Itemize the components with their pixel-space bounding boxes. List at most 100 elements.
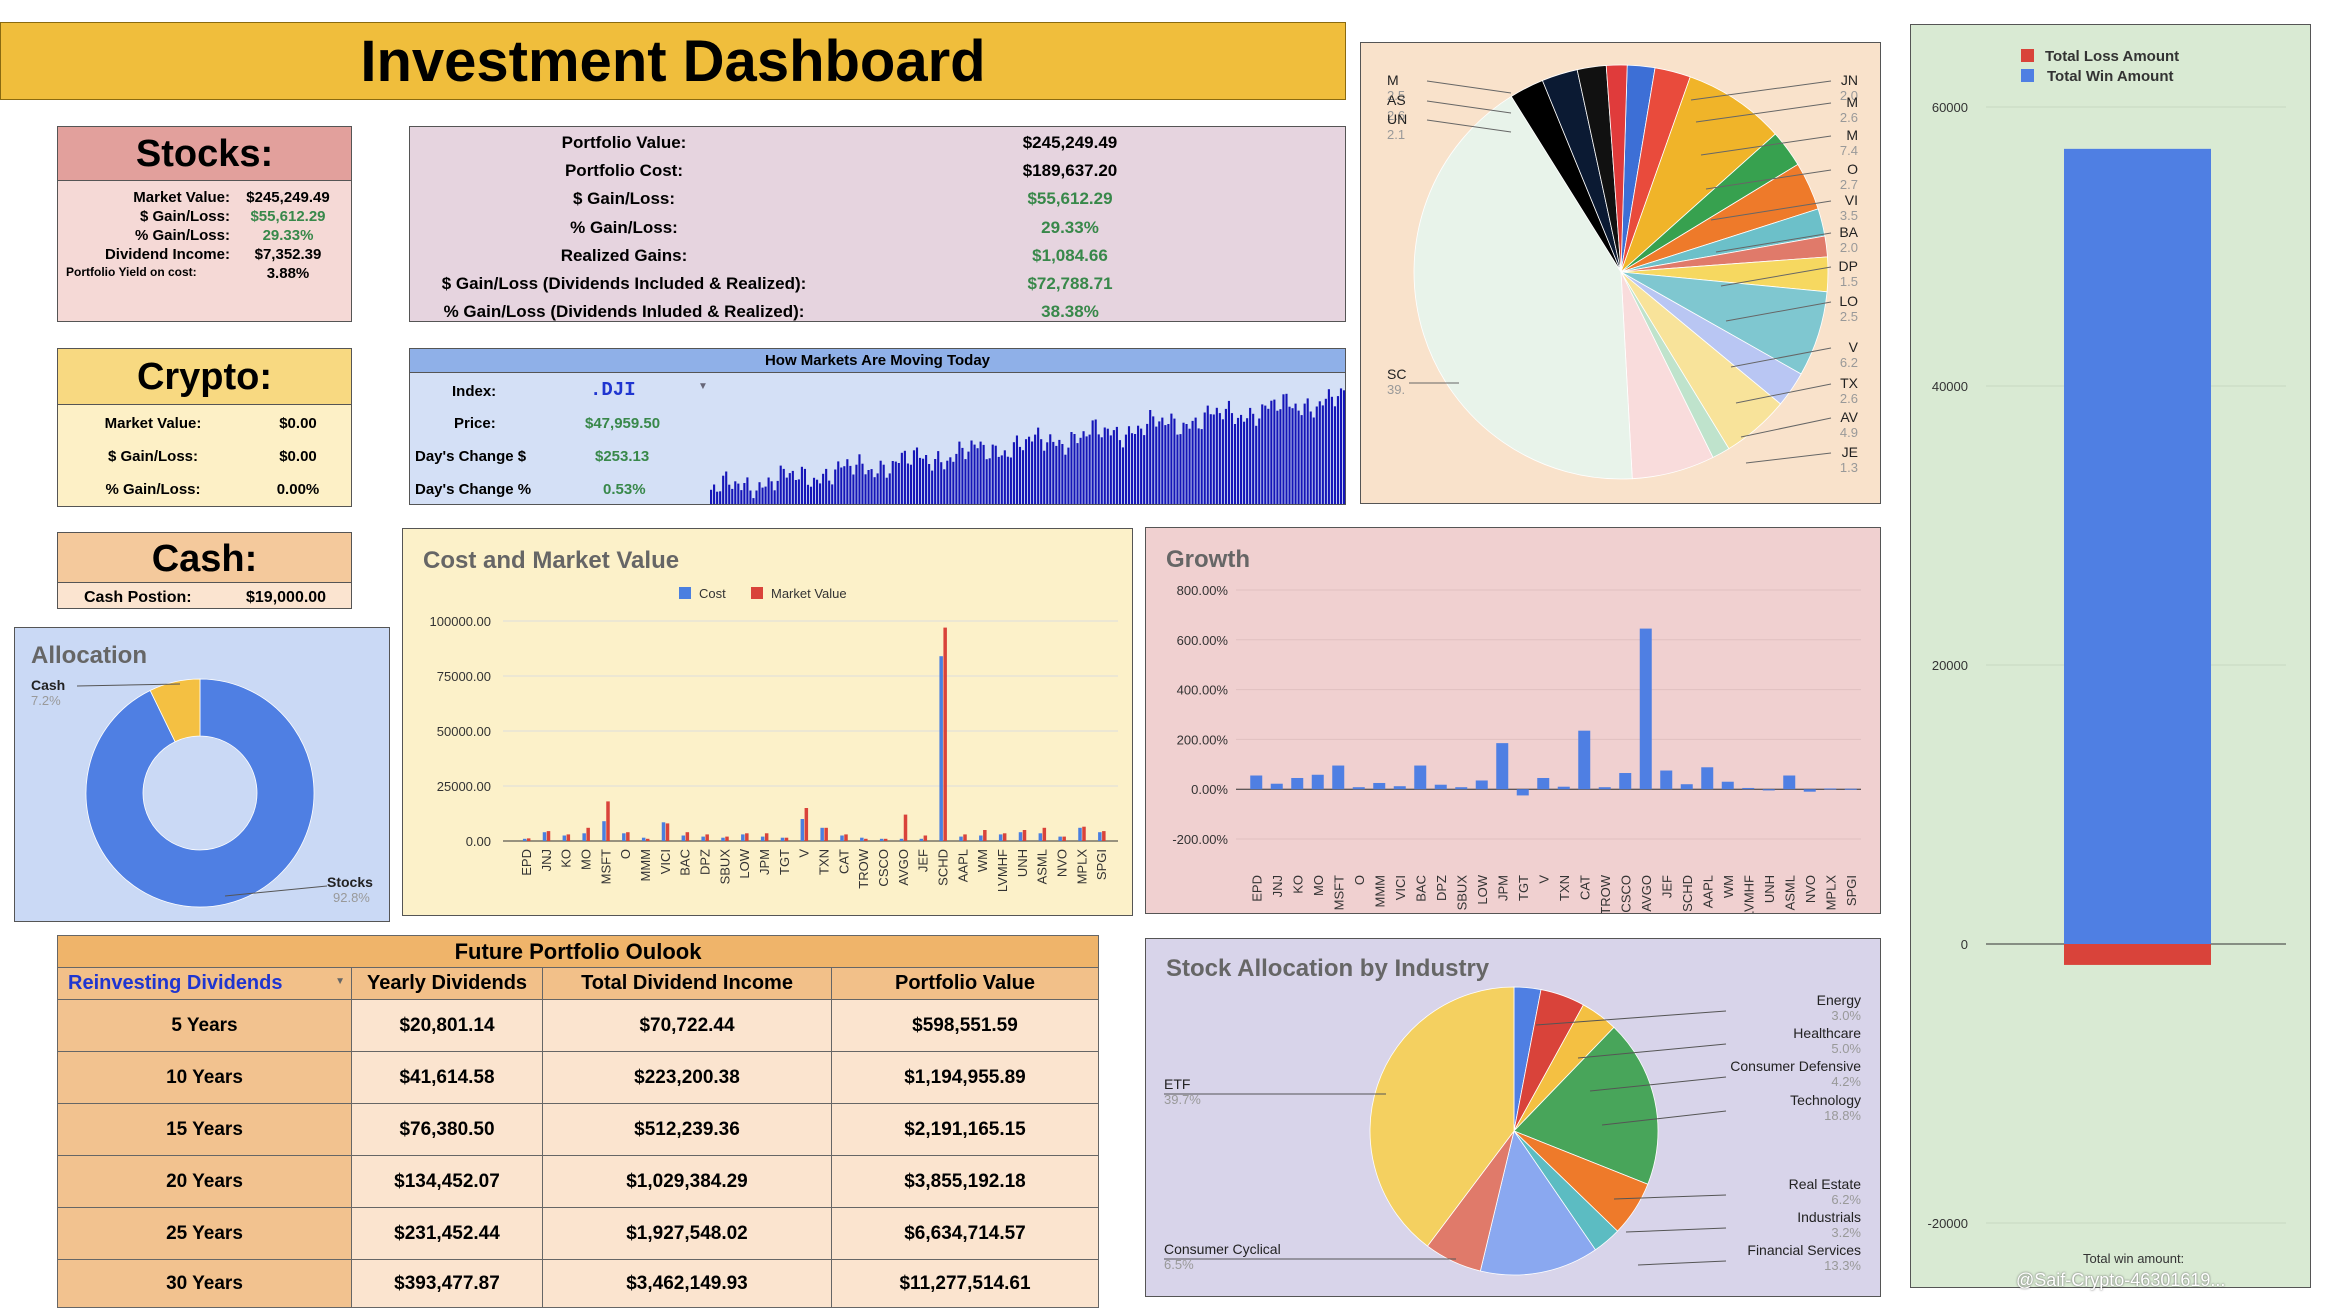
growth-bar	[1455, 787, 1468, 790]
sparkline-bar	[740, 490, 743, 504]
industry-label: Technology	[1790, 1092, 1861, 1108]
legend-loss-swatch	[2021, 49, 2034, 62]
bar-cost	[1078, 827, 1082, 841]
sparkline-bar	[1221, 419, 1224, 504]
y-tick-label: 60000	[1932, 100, 1968, 115]
industry-label: ETF	[1164, 1076, 1190, 1092]
sparkline-bar	[819, 483, 822, 504]
sparkline-bar	[1321, 405, 1324, 504]
x-tick-label: ASML	[1782, 875, 1797, 910]
sparkline-bar	[1040, 439, 1043, 504]
cost-market-chart: Cost Market Value 100000.00 75000.00 50000…	[430, 586, 1118, 892]
y-tick-label: 600.00%	[1177, 633, 1229, 648]
cash-label: Cash Postion:	[84, 589, 192, 606]
sparkline-bar	[1009, 457, 1012, 504]
sparkline-bar	[1100, 437, 1103, 504]
portfolio-row-value: $1,084.66	[1032, 245, 1108, 265]
sparkline-bar	[970, 440, 973, 504]
sparkline-bar	[1291, 408, 1294, 504]
sparkline-bar	[1224, 408, 1227, 504]
portfolio-row-label: % Gain/Loss (Dividends Inluded & Realize…	[443, 302, 805, 322]
sparkline-bar	[928, 464, 931, 504]
table-cell-yearly: $41,614.58	[351, 1051, 543, 1104]
industry-label: Industrials	[1797, 1209, 1861, 1225]
market-sparkline	[710, 388, 1346, 504]
sparkline-bar	[1143, 435, 1146, 504]
cash-value: $19,000.00	[246, 589, 327, 606]
growth-bar	[1516, 789, 1529, 796]
legend-market: Market Value	[771, 586, 847, 601]
sparkline-bar	[1082, 431, 1085, 504]
sparkline-bar	[912, 450, 916, 504]
sparkline-bar	[982, 444, 985, 504]
sparkline-bar	[1170, 413, 1173, 504]
sparkline-bar	[816, 479, 819, 504]
industry-pct: 39.7%	[1164, 1092, 1201, 1107]
bar-cost	[681, 835, 686, 841]
crypto-row-label: $ Gain/Loss:	[107, 448, 199, 465]
sparkline-bar	[785, 477, 788, 504]
y-tick-label: 200.00%	[1177, 732, 1229, 747]
sparkline-bar	[876, 473, 879, 504]
growth-bar	[1578, 730, 1591, 790]
x-tick-label: NVO	[1803, 875, 1818, 903]
portfolio-row-value: 38.38%	[1041, 302, 1099, 322]
pie-label: AV	[1840, 409, 1858, 425]
x-tick-label: LOW	[737, 848, 752, 878]
x-tick-label: SPGI	[1094, 849, 1109, 880]
sparkline-bar	[1333, 406, 1337, 504]
growth-bar	[1311, 774, 1324, 790]
pie-slice	[85, 678, 315, 908]
y-tick-label: 0	[1961, 937, 1968, 952]
sparkline-bar	[1115, 426, 1118, 504]
sparkline-bar	[1246, 418, 1249, 504]
bar-cost	[741, 834, 745, 841]
sparkline-bar	[831, 484, 834, 504]
x-tick-label: TXN	[1557, 875, 1572, 901]
crypto-row-value: $0.00	[279, 448, 317, 465]
x-tick-label: NVO	[1054, 849, 1069, 877]
industry-label: Consumer Cyclical	[1164, 1241, 1281, 1257]
index-label: Index:	[452, 383, 497, 400]
winloss-panel: Total Loss Amount Total Win Amount 60000…	[1910, 24, 2311, 1288]
table-cell-yearly: $134,452.07	[351, 1155, 543, 1208]
industry-pct: 5.0%	[1831, 1041, 1861, 1056]
sparkline-bar	[710, 489, 713, 504]
x-tick-label: EPD	[519, 849, 534, 876]
x-tick-label: SCHD	[935, 849, 950, 886]
growth-bar	[1701, 767, 1714, 790]
growth-bar	[1639, 628, 1652, 790]
allocation-panel: Allocation Cash 7.2% Stocks 92.8%	[14, 627, 390, 922]
winloss-xlabel: Total win amount:	[2083, 1251, 2184, 1266]
pie-pct: 2.6	[1840, 391, 1858, 406]
legend-cost: Cost	[699, 586, 726, 601]
pie-pct: 2.5	[1387, 88, 1405, 103]
x-tick-label: BAC	[1413, 875, 1428, 902]
sparkline-bar	[1121, 447, 1125, 504]
sparkline-bar	[1067, 447, 1070, 504]
pie-label: VI	[1845, 192, 1858, 208]
pie-label: LO	[1839, 293, 1858, 309]
pie-leader	[1690, 80, 1832, 101]
x-tick-label: V	[797, 849, 812, 858]
sparkline-bar	[931, 470, 934, 504]
crypto-card: Crypto: Market Value: $0.00 $ Gain/Loss: $0…	[57, 348, 352, 507]
sparkline-bar	[873, 477, 876, 504]
sparkline-bar	[746, 477, 749, 504]
sparkline-bar	[713, 484, 716, 504]
sparkline-bar	[1127, 426, 1131, 504]
win-bar	[2064, 148, 2211, 945]
index-select[interactable]: .DJI ▼	[590, 379, 708, 403]
sparkline-bar	[1003, 450, 1006, 504]
industry-pct: 18.8%	[1824, 1108, 1861, 1123]
table-cell-yearly: $20,801.14	[351, 999, 543, 1052]
x-tick-label: TGT	[777, 849, 792, 875]
bar-cost	[860, 837, 864, 841]
pie-leader	[1715, 232, 1832, 253]
sparkline-bar	[779, 465, 782, 504]
portfolio-row-value: $245,249.49	[1022, 133, 1118, 152]
growth-bar	[1721, 781, 1734, 790]
sparkline-bar	[1267, 408, 1270, 504]
dividend-mode-select[interactable]: Reinvesting Dividends ▼	[57, 967, 352, 1000]
pie-leader	[1720, 266, 1832, 287]
